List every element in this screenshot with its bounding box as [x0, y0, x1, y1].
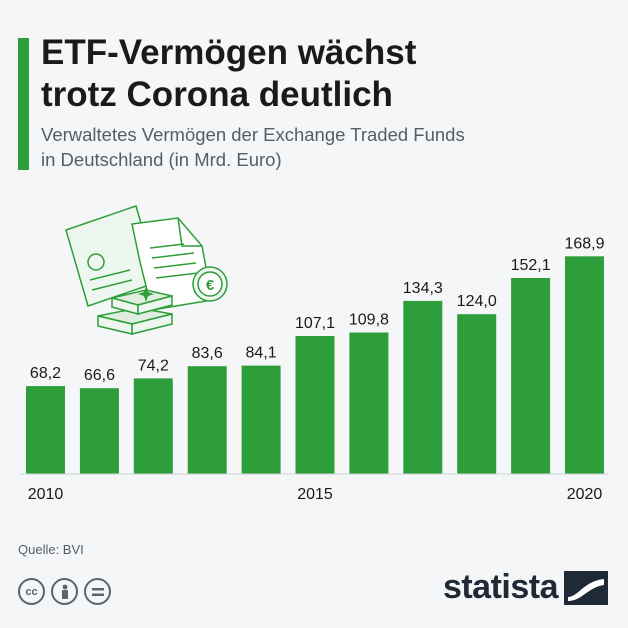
bar-2016	[349, 332, 389, 474]
bar-2011	[79, 388, 119, 474]
bar-2012	[133, 378, 173, 474]
bar-value-label-2019: 152,1	[511, 257, 551, 274]
chart-title: ETF-Vermögen wächst trotz Corona deutlic…	[41, 32, 601, 116]
bar-value-label-2010: 68,2	[30, 365, 61, 382]
cc-icon[interactable]: cc	[18, 578, 45, 605]
bar-value-label-2020: 168,9	[564, 235, 604, 252]
documents-illustration-icon: €	[65, 205, 228, 335]
x-tick-label-2020: 2020	[567, 486, 603, 503]
bar-value-label-2011: 66,6	[84, 367, 115, 384]
bar-2015	[295, 336, 335, 474]
bar-value-label-2018: 124,0	[457, 293, 497, 310]
bar-value-label-2016: 109,8	[349, 312, 389, 329]
bar-2014	[241, 365, 281, 474]
bar-value-label-2013: 83,6	[192, 345, 223, 362]
bar-value-label-2015: 107,1	[295, 315, 335, 332]
bar-2020	[565, 256, 604, 474]
bar-2013	[187, 366, 227, 474]
bar-2019	[511, 278, 551, 474]
svg-text:€: €	[206, 277, 215, 294]
x-axis-ticks: 2010 2015 2020	[28, 486, 603, 503]
bar-2017	[403, 300, 443, 474]
x-tick-label-2015: 2015	[297, 486, 333, 503]
statista-logo[interactable]: statista	[443, 568, 608, 607]
bar-value-label-2017: 134,3	[403, 280, 443, 297]
title-accent-bar	[18, 38, 29, 170]
license-icons: cc	[18, 578, 111, 605]
statista-mark-icon	[564, 570, 608, 605]
chart-subtitle-line-1: Verwaltetes Vermögen der Exchange Traded…	[41, 124, 465, 145]
chart-title-line-1: ETF-Vermögen wächst	[41, 33, 417, 72]
chart-title-line-2: trotz Corona deutlich	[41, 75, 393, 114]
chart-subtitle-line-2: in Deutschland (in Mrd. Euro)	[41, 149, 282, 170]
nd-icon[interactable]	[84, 578, 111, 605]
bar-value-label-2012: 74,2	[138, 357, 169, 374]
bar-2010	[26, 386, 65, 474]
chart-subtitle: Verwaltetes Vermögen der Exchange Traded…	[41, 122, 601, 172]
source-note: Quelle: BVI	[18, 542, 84, 557]
by-icon[interactable]	[51, 578, 78, 605]
statista-wordmark: statista	[442, 568, 559, 606]
bar-2018	[457, 314, 497, 474]
x-tick-label-2010: 2010	[28, 486, 64, 503]
bar-value-label-2014: 84,1	[246, 345, 277, 362]
bars-group: 68,2 66,6 74,2 83,6 84,1 107,1 109,8 134,3 124,0…	[26, 235, 605, 474]
